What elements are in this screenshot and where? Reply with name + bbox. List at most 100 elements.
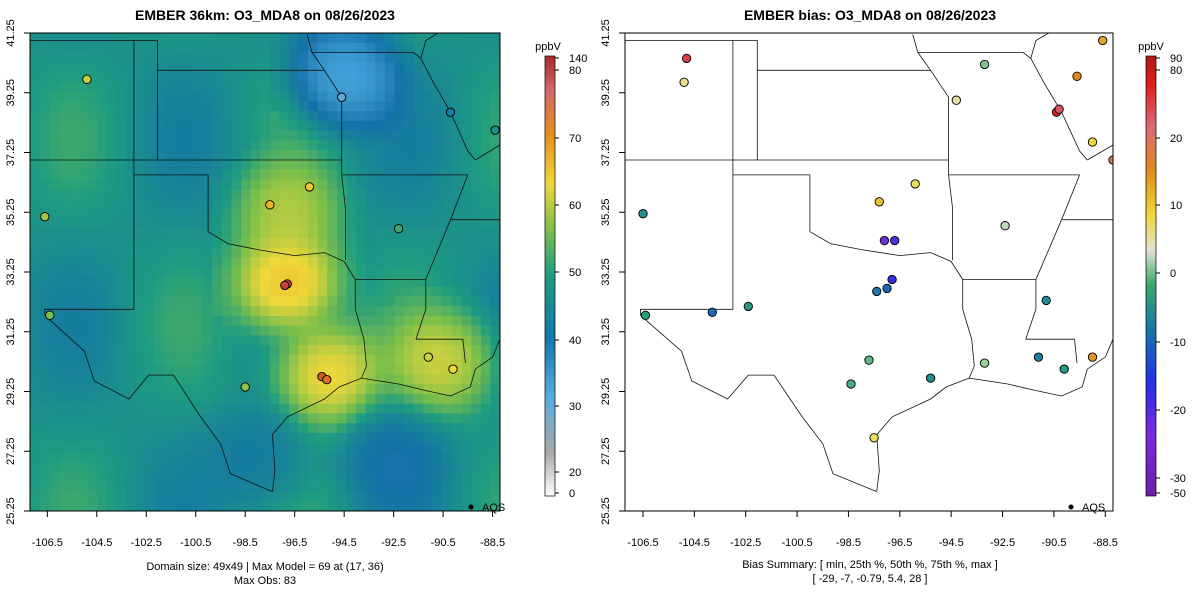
heatmap-cell: [212, 62, 223, 73]
state-border-line: [133, 160, 356, 280]
heatmap-cell: [135, 442, 146, 453]
heatmap-cell: [39, 354, 50, 366]
heatmap-cell: [423, 276, 434, 288]
heatmap-cell: [173, 52, 184, 63]
heatmap-cell: [317, 276, 328, 288]
heatmap-cell: [288, 140, 299, 151]
heatmap-cell: [346, 257, 357, 268]
heatmap-cell: [68, 491, 79, 502]
heatmap-cell: [49, 72, 60, 83]
heatmap-cell: [336, 218, 347, 229]
heatmap-cell: [68, 267, 79, 278]
heatmap-cell: [106, 393, 117, 405]
heatmap-cell: [365, 315, 376, 327]
heatmap-cell: [480, 62, 491, 73]
heatmap-cell: [327, 442, 338, 453]
heatmap-cell: [49, 208, 60, 219]
heatmap-cell: [327, 471, 338, 483]
heatmap-cell: [260, 257, 271, 268]
heatmap-cell: [39, 374, 50, 385]
y-tick-label: 31.25: [5, 318, 17, 346]
heatmap-cell: [327, 257, 338, 268]
heatmap-cell: [154, 237, 165, 249]
heatmap-cell: [39, 335, 50, 346]
heatmap-cell: [336, 442, 347, 453]
heatmap-cell: [404, 452, 415, 463]
heatmap-cell: [250, 491, 261, 502]
heatmap-cell: [193, 120, 204, 131]
station-marker: [679, 77, 689, 87]
heatmap-cell: [58, 462, 69, 473]
heatmap-cell: [346, 354, 357, 366]
heatmap-cell: [97, 354, 108, 366]
heatmap-cell: [413, 442, 424, 453]
heatmap-cell: [317, 237, 328, 249]
heatmap-cell: [154, 42, 165, 53]
heatmap-cell: [327, 393, 338, 405]
heatmap-cell: [87, 130, 98, 141]
heatmap-cell: [212, 325, 223, 336]
heatmap-cell: [125, 91, 136, 102]
heatmap-cell: [212, 42, 223, 53]
heatmap-cell: [413, 218, 424, 229]
heatmap-cell: [154, 423, 165, 434]
heatmap-cell: [423, 501, 434, 511]
heatmap-cell: [260, 120, 271, 131]
heatmap-cell: [490, 247, 500, 258]
heatmap-cell: [77, 130, 88, 141]
heatmap-cell: [308, 286, 319, 297]
heatmap-cell: [308, 491, 319, 502]
station-marker: [1087, 137, 1098, 147]
heatmap-cell: [260, 345, 271, 356]
left-colorbar: [544, 55, 556, 497]
colorbar-tick-label: 30: [569, 401, 581, 413]
heatmap-cell: [423, 111, 434, 122]
heatmap-cell: [241, 471, 252, 483]
heatmap-cell: [336, 276, 347, 288]
heatmap-cell: [58, 52, 69, 63]
heatmap-cell: [87, 286, 98, 297]
heatmap-cell: [394, 130, 405, 141]
heatmap-cell: [279, 306, 290, 317]
heatmap-cell: [202, 257, 213, 268]
heatmap-cell: [480, 120, 491, 131]
heatmap-cell: [68, 276, 79, 288]
heatmap-cell: [365, 150, 376, 161]
heatmap-cell: [241, 442, 252, 453]
heatmap-cell: [145, 403, 156, 414]
heatmap-cell: [423, 247, 434, 258]
heatmap-cell: [384, 501, 395, 511]
heatmap-cell: [250, 91, 261, 102]
heatmap-cell: [241, 306, 252, 317]
heatmap-cell: [231, 384, 242, 395]
heatmap-cell: [327, 491, 338, 502]
station-marker: [45, 310, 55, 320]
heatmap-cell: [183, 442, 194, 453]
heatmap-cell: [68, 442, 79, 453]
heatmap-cell: [39, 403, 50, 414]
heatmap-cell: [135, 218, 146, 229]
heatmap-cell: [413, 306, 424, 317]
heatmap-cell: [183, 364, 194, 375]
heatmap-cell: [269, 189, 280, 200]
heatmap-cell: [461, 491, 472, 502]
colorbar-tick-label: 80: [569, 65, 581, 77]
heatmap-cell: [193, 306, 204, 317]
heatmap-cell: [308, 189, 319, 200]
heatmap-cell: [413, 179, 424, 190]
heatmap-cell: [250, 306, 261, 317]
heatmap-cell: [308, 364, 319, 375]
heatmap-cell: [87, 403, 98, 414]
heatmap-cell: [154, 296, 165, 307]
heatmap-cell: [404, 481, 415, 492]
heatmap-cell: [164, 442, 175, 453]
heatmap-cell: [384, 462, 395, 473]
heatmap-cell: [384, 257, 395, 268]
heatmap-cell: [384, 91, 395, 102]
heatmap-cell: [241, 189, 252, 200]
heatmap-cell: [39, 413, 50, 424]
heatmap-cell: [202, 62, 213, 73]
heatmap-cell: [269, 208, 280, 219]
heatmap-cell: [279, 296, 290, 307]
heatmap-cell: [404, 198, 415, 209]
